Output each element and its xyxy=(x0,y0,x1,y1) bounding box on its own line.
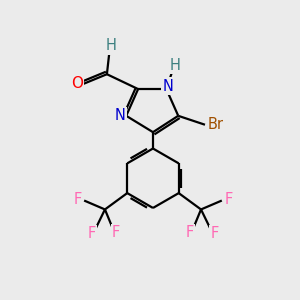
Text: F: F xyxy=(112,225,120,240)
Text: H: H xyxy=(170,58,181,73)
Text: F: F xyxy=(186,225,194,240)
Text: H: H xyxy=(106,38,117,53)
Text: F: F xyxy=(210,226,218,241)
Text: N: N xyxy=(115,108,126,123)
Text: N: N xyxy=(162,79,173,94)
Text: Br: Br xyxy=(207,117,224,132)
Text: F: F xyxy=(74,191,82,206)
Text: O: O xyxy=(71,76,83,91)
Text: F: F xyxy=(87,226,96,241)
Text: F: F xyxy=(224,191,232,206)
